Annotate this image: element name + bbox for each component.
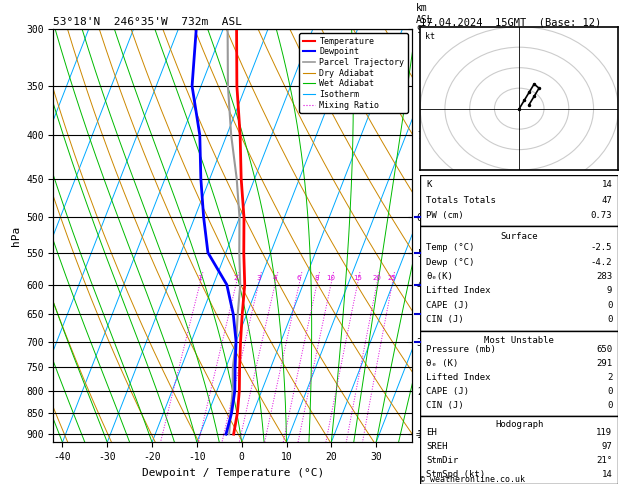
Text: 17.04.2024  15GMT  (Base: 12): 17.04.2024 15GMT (Base: 12) xyxy=(420,17,601,27)
Text: 119: 119 xyxy=(596,428,613,437)
Text: 9: 9 xyxy=(607,286,613,295)
Text: Hodograph: Hodograph xyxy=(495,420,543,429)
Text: θₑ(K): θₑ(K) xyxy=(426,272,453,281)
Text: 25: 25 xyxy=(387,275,396,281)
Text: θₑ (K): θₑ (K) xyxy=(426,359,459,368)
Bar xyxy=(420,175,618,226)
Text: StmSpd (kt): StmSpd (kt) xyxy=(426,470,485,479)
Text: 1: 1 xyxy=(198,275,202,281)
Text: Surface: Surface xyxy=(501,232,538,241)
Text: 20: 20 xyxy=(372,275,381,281)
Text: 650: 650 xyxy=(596,346,613,354)
Text: CIN (J): CIN (J) xyxy=(426,401,464,410)
Text: 8: 8 xyxy=(314,275,319,281)
Text: 2: 2 xyxy=(234,275,238,281)
Text: -4.2: -4.2 xyxy=(591,258,613,267)
Text: 0: 0 xyxy=(607,315,613,324)
Text: 4: 4 xyxy=(273,275,277,281)
Bar xyxy=(420,226,618,331)
Text: km
ASL: km ASL xyxy=(416,3,433,25)
Text: 21°: 21° xyxy=(596,456,613,465)
Text: kt: kt xyxy=(425,32,435,41)
Text: -2.5: -2.5 xyxy=(591,243,613,252)
Text: CAPE (J): CAPE (J) xyxy=(426,387,469,396)
Text: 0: 0 xyxy=(607,401,613,410)
Text: 0.73: 0.73 xyxy=(591,211,613,220)
Text: 53°18'N  246°35'W  732m  ASL: 53°18'N 246°35'W 732m ASL xyxy=(53,17,242,27)
Text: 97: 97 xyxy=(601,442,613,451)
Text: SREH: SREH xyxy=(426,442,448,451)
Text: =1LCL: =1LCL xyxy=(416,430,440,439)
Text: 6: 6 xyxy=(297,275,301,281)
Text: 0: 0 xyxy=(607,387,613,396)
Text: CIN (J): CIN (J) xyxy=(426,315,464,324)
Text: CAPE (J): CAPE (J) xyxy=(426,301,469,310)
Text: Lifted Index: Lifted Index xyxy=(426,286,491,295)
Text: 14: 14 xyxy=(601,470,613,479)
Bar xyxy=(420,331,618,416)
X-axis label: Dewpoint / Temperature (°C): Dewpoint / Temperature (°C) xyxy=(142,468,324,478)
Y-axis label: Mixing Ratio (g/kg): Mixing Ratio (g/kg) xyxy=(425,180,435,292)
Text: Pressure (mb): Pressure (mb) xyxy=(426,346,496,354)
Text: Lifted Index: Lifted Index xyxy=(426,373,491,382)
Text: Totals Totals: Totals Totals xyxy=(426,196,496,205)
Text: 47: 47 xyxy=(601,196,613,205)
Text: 283: 283 xyxy=(596,272,613,281)
Text: 14: 14 xyxy=(601,180,613,189)
Text: Dewp (°C): Dewp (°C) xyxy=(426,258,474,267)
Text: StmDir: StmDir xyxy=(426,456,459,465)
Text: 291: 291 xyxy=(596,359,613,368)
Legend: Temperature, Dewpoint, Parcel Trajectory, Dry Adiabat, Wet Adiabat, Isotherm, Mi: Temperature, Dewpoint, Parcel Trajectory… xyxy=(299,34,408,113)
Text: 10: 10 xyxy=(326,275,335,281)
Text: 15: 15 xyxy=(353,275,362,281)
Y-axis label: hPa: hPa xyxy=(11,226,21,246)
Text: 3: 3 xyxy=(256,275,260,281)
Text: © weatheronline.co.uk: © weatheronline.co.uk xyxy=(420,474,525,484)
Text: K: K xyxy=(426,180,431,189)
Text: 0: 0 xyxy=(607,301,613,310)
Text: PW (cm): PW (cm) xyxy=(426,211,464,220)
Text: 2: 2 xyxy=(607,373,613,382)
Bar xyxy=(420,416,618,484)
Text: Temp (°C): Temp (°C) xyxy=(426,243,474,252)
Text: Most Unstable: Most Unstable xyxy=(484,336,554,345)
Text: EH: EH xyxy=(426,428,437,437)
